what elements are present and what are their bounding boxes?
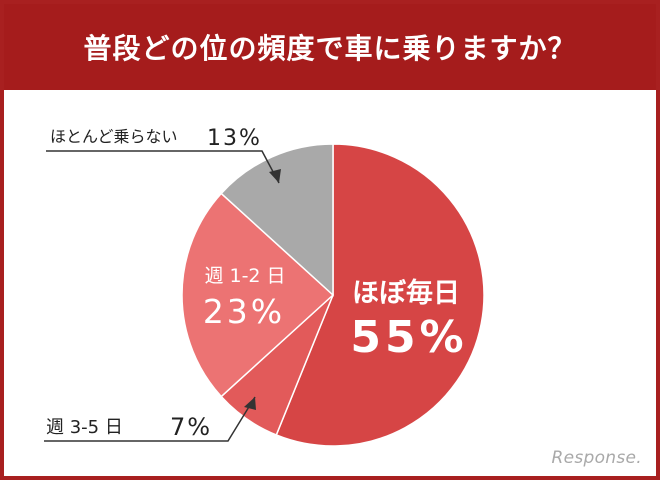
slice-label-1-2-days: 週 1-2 日 <box>204 265 285 287</box>
slice-value-1-2-days: 23% <box>203 292 285 331</box>
leader-line-rarely <box>46 150 281 184</box>
slice-value-3-5-days: 7% <box>170 413 212 441</box>
pie-slice-1-2-days <box>181 192 335 398</box>
leader-line-3-5-days <box>44 396 256 442</box>
pie-chart: ほぼ毎日 55% 週 1-2 日 23% ほとんど乗らない 13% 週 3-5 … <box>44 126 485 447</box>
chart-header: 普段どの位の頻度で車に乗りますか？ <box>4 4 656 90</box>
response-watermark: Response. <box>551 448 642 468</box>
slice-value-rarely: 13% <box>207 126 262 151</box>
chart-title: 普段どの位の頻度で車に乗りますか？ <box>83 32 577 65</box>
slice-label-3-5-days: 週 3-5 日 <box>46 417 123 438</box>
slice-label-daily: ほぼ毎日 <box>352 278 460 309</box>
slice-value-daily: 55% <box>350 312 467 363</box>
slice-label-rarely: ほとんど乗らない <box>50 127 178 146</box>
pie-slice-rarely <box>220 143 334 297</box>
pie-slice-daily <box>275 143 485 447</box>
